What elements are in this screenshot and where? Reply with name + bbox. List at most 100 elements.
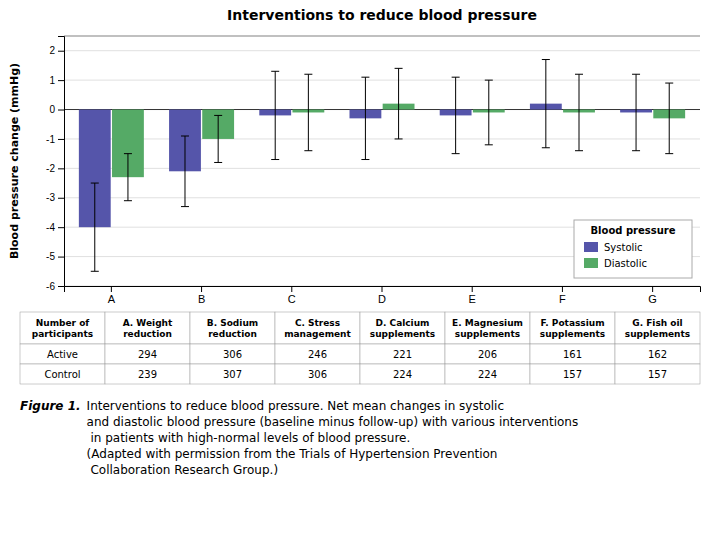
- legend-swatch: [584, 242, 598, 252]
- x-tick: A: [108, 286, 116, 305]
- grid-line: [64, 168, 700, 169]
- table-text-line: Active: [47, 349, 78, 360]
- error-bar: [485, 80, 493, 145]
- legend: Blood pressure Systolic Diastolic: [574, 220, 692, 278]
- y-tick-mark: [58, 51, 64, 52]
- table-text-line: supplements: [625, 329, 690, 339]
- legend-title: Blood pressure: [590, 225, 675, 236]
- table-text: 162: [648, 349, 667, 360]
- x-tick: G: [648, 286, 657, 305]
- table-text: B. Sodiumreduction: [207, 318, 258, 339]
- table-text: Active: [47, 349, 78, 360]
- error-bar: [395, 68, 403, 139]
- table-text-line: A. Weight: [123, 318, 173, 328]
- y-tick-label: -2: [46, 163, 55, 174]
- table-text-line: reduction: [123, 329, 172, 339]
- y-tick: 0: [49, 104, 64, 115]
- table-text-line: 307: [223, 369, 242, 380]
- table-text-line: 246: [308, 349, 327, 360]
- y-tick: -5: [46, 251, 64, 262]
- y-tick-mark: [58, 110, 64, 111]
- table-text-line: 294: [138, 349, 157, 360]
- caption-label: Figure 1.: [20, 399, 81, 413]
- table-text: 307: [223, 369, 242, 380]
- table-text: 306: [223, 349, 242, 360]
- table-text-line: 224: [393, 369, 412, 380]
- table-text-line: reduction: [208, 329, 257, 339]
- grid: [64, 51, 700, 286]
- table-cell: [530, 344, 615, 364]
- table-text-line: F. Potassium: [540, 318, 604, 328]
- y-axis-line: [58, 37, 65, 287]
- table-text-line: 161: [563, 349, 582, 360]
- x-tick: C: [288, 286, 296, 305]
- legend-swatch: [584, 258, 598, 268]
- table-text: E. Magnesiumsupplements: [452, 318, 523, 339]
- table-cell: [275, 312, 360, 344]
- error-bar: [304, 74, 312, 150]
- grid-line: [64, 197, 700, 198]
- caption-line: Collaboration Research Group.): [87, 463, 279, 477]
- table-text-line: 221: [393, 349, 412, 360]
- x-tick-label: B: [198, 293, 205, 305]
- y-tick-mark: [58, 168, 64, 169]
- error-bar: [452, 77, 460, 153]
- y-tick-label: 1: [49, 75, 55, 86]
- table-text: A. Weightreduction: [123, 318, 173, 339]
- legend-label: Diastolic: [604, 258, 647, 269]
- table-text: 246: [308, 349, 327, 360]
- table-cell: [190, 312, 275, 344]
- error-bar: [214, 115, 222, 162]
- table-cell: [360, 344, 445, 364]
- table-text-line: 306: [223, 349, 242, 360]
- table-text-line: 162: [648, 349, 667, 360]
- legend-label: Systolic: [604, 242, 643, 253]
- error-bar: [665, 83, 673, 154]
- y-tick: -4: [46, 222, 64, 233]
- x-tick-label: C: [288, 293, 296, 305]
- grid-line: [64, 80, 700, 81]
- caption-line: Interventions to reduce blood pressure. …: [87, 399, 504, 413]
- table-text: D. Calciumsupplements: [370, 318, 435, 339]
- table-cell: [105, 364, 190, 384]
- chart-svg: Interventions to reduce blood pressure -6…: [0, 0, 720, 540]
- y-tick-label: -6: [46, 281, 55, 292]
- y-tick-mark: [58, 80, 64, 81]
- y-tick: 2: [49, 45, 64, 56]
- x-tick-mark: [562, 286, 563, 292]
- caption-line: in patients with high-normal levels of b…: [87, 431, 411, 445]
- table-text: 221: [393, 349, 412, 360]
- table-cell: [530, 312, 615, 344]
- plot-frame-top: [64, 36, 700, 37]
- chart-title: Interventions to reduce blood pressure: [227, 7, 537, 23]
- x-axis-line: [65, 287, 701, 293]
- table-text-line: participants: [32, 329, 93, 339]
- grid-line: [64, 138, 700, 139]
- table-text-line: 239: [138, 369, 157, 380]
- table-cell: [530, 364, 615, 384]
- table-cell: [275, 364, 360, 384]
- y-tick-mark: [58, 227, 64, 228]
- x-tick-mark: [201, 286, 202, 292]
- x-tick: F: [559, 286, 566, 305]
- y-tick: -1: [46, 134, 64, 145]
- y-tick-mark: [58, 139, 64, 140]
- x-tick-mark: [652, 286, 653, 292]
- table-text: 239: [138, 369, 157, 380]
- x-tick-label: G: [648, 293, 657, 305]
- x-axis: ABCDEFG: [65, 286, 701, 305]
- table-text-line: supplements: [455, 329, 520, 339]
- table-text: 161: [563, 349, 582, 360]
- table-text-line: 157: [648, 369, 667, 380]
- table-text: C. Stressmanagement: [284, 318, 351, 339]
- table-text-line: 206: [478, 349, 497, 360]
- table-cell: [615, 364, 700, 384]
- table-text-line: supplements: [540, 329, 605, 339]
- x-tick-label: E: [469, 293, 476, 305]
- y-tick: -3: [46, 192, 64, 203]
- y-tick-label: -5: [46, 251, 55, 262]
- table-text-line: D. Calcium: [376, 318, 430, 328]
- x-tick-mark: [111, 286, 112, 292]
- y-tick-label: 0: [49, 104, 55, 115]
- table-text-line: management: [284, 329, 351, 339]
